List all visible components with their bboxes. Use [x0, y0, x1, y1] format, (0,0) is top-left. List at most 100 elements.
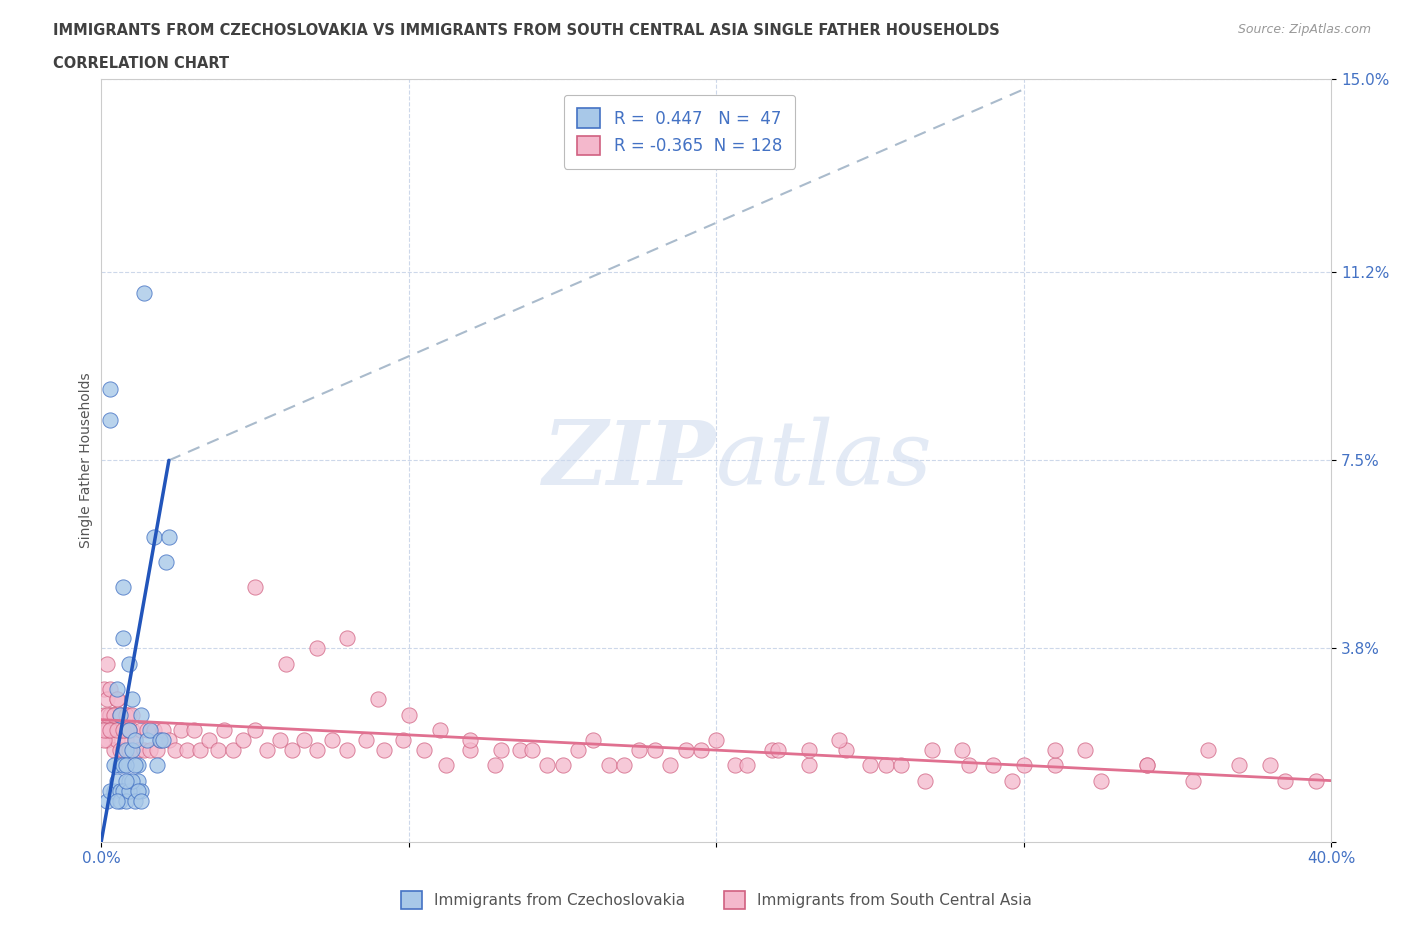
Point [127, 743, 149, 758]
Point [1136, 758, 1159, 773]
Point [149, 733, 172, 748]
Point [115, 743, 138, 758]
Point [582, 733, 605, 748]
Point [115, 793, 138, 808]
Point [105, 692, 128, 707]
Point [761, 743, 783, 758]
Point [121, 723, 143, 737]
Point [124, 758, 146, 773]
Point [305, 641, 328, 656]
Point [243, 723, 266, 737]
Point [458, 733, 481, 748]
Point [724, 758, 747, 773]
Point [124, 733, 146, 748]
Point [243, 580, 266, 595]
Point [103, 758, 125, 773]
Point [118, 723, 141, 737]
Point [93, 723, 115, 737]
Point [567, 743, 589, 758]
Point [127, 773, 149, 788]
Point [155, 554, 177, 569]
Point [489, 743, 512, 758]
Point [108, 707, 131, 722]
Point [129, 723, 152, 737]
Point [354, 733, 377, 748]
Point [100, 682, 122, 697]
Point [100, 723, 122, 737]
Point [118, 743, 141, 758]
Point [142, 723, 165, 737]
Point [157, 529, 180, 544]
Point [118, 783, 141, 798]
Point [269, 733, 291, 748]
Point [118, 657, 141, 671]
Point [111, 783, 134, 798]
Text: atlas: atlas [716, 417, 932, 504]
Point [115, 723, 138, 737]
Point [957, 758, 980, 773]
Point [1074, 743, 1097, 758]
Point [105, 723, 128, 737]
Point [1305, 773, 1327, 788]
Point [127, 758, 149, 773]
Point [1136, 758, 1159, 773]
Point [551, 758, 574, 773]
Point [129, 793, 152, 808]
Point [1001, 773, 1024, 788]
Point [1043, 743, 1066, 758]
Point [766, 743, 789, 758]
Point [111, 758, 134, 773]
Point [93, 733, 115, 748]
Point [1274, 773, 1296, 788]
Point [981, 758, 1004, 773]
Legend: R =  0.447   N =  47, R = -0.365  N = 128: R = 0.447 N = 47, R = -0.365 N = 128 [564, 95, 796, 168]
Point [108, 707, 131, 722]
Point [145, 743, 167, 758]
Point [111, 723, 134, 737]
Point [373, 743, 395, 758]
Point [127, 783, 149, 798]
Point [890, 758, 912, 773]
Point [1090, 773, 1112, 788]
Point [170, 723, 193, 737]
Point [93, 707, 115, 722]
Point [152, 733, 174, 748]
Point [115, 707, 138, 722]
Point [118, 723, 141, 737]
Point [129, 783, 152, 798]
Point [152, 723, 174, 737]
Point [398, 707, 420, 722]
Point [136, 723, 159, 737]
Point [367, 692, 389, 707]
Point [613, 758, 636, 773]
Point [121, 692, 143, 707]
Point [644, 743, 666, 758]
Point [834, 743, 856, 758]
Point [1182, 773, 1205, 788]
Point [875, 758, 897, 773]
Point [176, 743, 198, 758]
Point [134, 743, 156, 758]
Point [105, 793, 128, 808]
Point [100, 412, 122, 427]
Point [108, 743, 131, 758]
Point [628, 743, 651, 758]
Point [434, 758, 457, 773]
Point [103, 743, 125, 758]
Point [111, 723, 134, 737]
Point [100, 783, 122, 798]
Point [198, 733, 221, 748]
Point [659, 758, 682, 773]
Point [100, 723, 122, 737]
Point [108, 723, 131, 737]
Point [103, 783, 125, 798]
Point [96, 733, 118, 748]
Point [222, 743, 245, 758]
Text: ZIP: ZIP [543, 417, 716, 504]
Point [797, 758, 820, 773]
Point [336, 743, 359, 758]
Point [292, 733, 315, 748]
Point [111, 580, 134, 595]
Point [429, 723, 451, 737]
Point [96, 723, 118, 737]
